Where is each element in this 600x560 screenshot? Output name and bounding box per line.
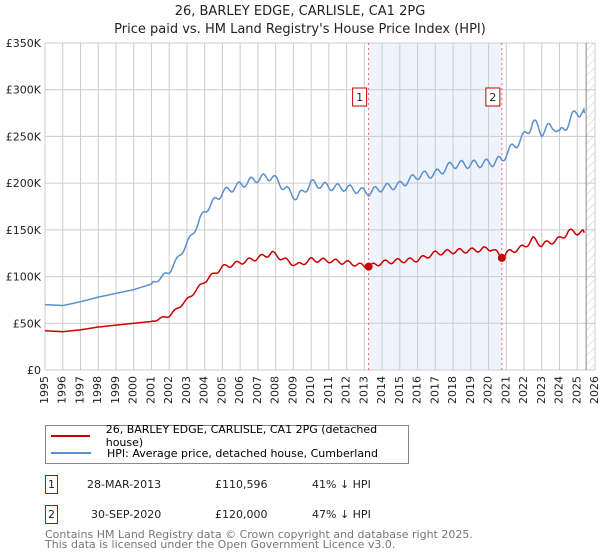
x-tick-label: 2026 xyxy=(588,376,600,404)
annotation-label: 2 xyxy=(489,91,496,104)
forecast-hatch xyxy=(586,43,595,370)
series-line xyxy=(45,228,586,333)
x-tick-label: 2006 xyxy=(233,376,246,404)
footer: Contains HM Land Registry data © Crown c… xyxy=(45,528,473,551)
annotation-label: 1 xyxy=(356,91,363,104)
transaction-row: 1 28-MAR-2013 £110,596 41% ↓ HPI xyxy=(45,475,445,495)
y-tick-label: £200K xyxy=(6,177,42,190)
chart-subtitle: Price paid vs. HM Land Registry's House … xyxy=(114,22,486,37)
transaction-hpi: 47% ↓ HPI xyxy=(312,508,371,521)
x-tick-label: 2000 xyxy=(127,376,140,404)
transaction-price: £120,000 xyxy=(215,508,268,521)
x-tick-label: 2017 xyxy=(428,376,441,404)
x-tick-label: 1998 xyxy=(91,376,104,404)
transaction-hpi: 41% ↓ HPI xyxy=(312,478,371,491)
legend-label: HPI: Average price, detached house, Cumb… xyxy=(107,446,379,460)
sale-point xyxy=(364,262,373,271)
x-tick-label: 2019 xyxy=(464,376,477,404)
x-tick-label: 2012 xyxy=(340,376,353,404)
x-tick-label: 2013 xyxy=(357,376,370,404)
x-tick-label: 2005 xyxy=(215,376,228,404)
x-tick-label: 2015 xyxy=(393,376,406,404)
x-tick-label: 2011 xyxy=(322,376,335,404)
legend-item-property: 26, BARLEY EDGE, CARLISLE, CA1 2PG (deta… xyxy=(46,423,408,449)
x-tick-label: 1996 xyxy=(56,376,69,404)
x-tick-label: 2014 xyxy=(375,376,388,404)
transaction-date: 28-MAR-2013 xyxy=(87,478,162,491)
x-tick-label: 2010 xyxy=(304,376,317,404)
x-tick-label: 2007 xyxy=(251,376,264,404)
annotation-badge xyxy=(485,87,501,107)
x-tick-label: 1999 xyxy=(109,376,122,404)
x-tick-label: 2001 xyxy=(144,376,157,404)
y-tick-label: £150K xyxy=(6,224,42,237)
annotation-badge xyxy=(352,87,368,107)
legend: 26, BARLEY EDGE, CARLISLE, CA1 2PG (deta… xyxy=(45,423,409,464)
transaction-row: 2 30-SEP-2020 £120,000 47% ↓ HPI xyxy=(45,505,445,525)
x-tick-label: 2021 xyxy=(499,376,512,404)
transaction-badge: 1 xyxy=(45,475,58,494)
legend-item-hpi: HPI: Average price, detached house, Cumb… xyxy=(46,445,378,461)
x-tick-label: 1995 xyxy=(38,376,51,404)
x-tick-label: 1997 xyxy=(73,376,86,404)
x-tick-label: 2009 xyxy=(286,376,299,404)
y-tick-label: £100K xyxy=(6,271,42,284)
y-tick-label: £50K xyxy=(13,317,42,330)
series-line xyxy=(44,106,586,307)
y-tick-label: £250K xyxy=(6,130,42,143)
x-tick-label: 2016 xyxy=(411,376,424,404)
x-tick-label: 2023 xyxy=(535,376,548,404)
x-tick-label: 2003 xyxy=(180,376,193,404)
transaction-date: 30-SEP-2020 xyxy=(91,508,162,521)
y-tick-label: £350K xyxy=(6,37,42,50)
x-tick-label: 2008 xyxy=(269,376,282,404)
footer-line: This data is licensed under the Open Gov… xyxy=(45,538,396,551)
x-tick-label: 2025 xyxy=(570,376,583,404)
x-tick-label: 2018 xyxy=(446,376,459,404)
y-tick-label: £0 xyxy=(27,364,41,377)
y-tick-label: £300K xyxy=(6,84,42,97)
transaction-price: £110,596 xyxy=(215,478,268,491)
x-tick-label: 2022 xyxy=(517,376,530,404)
line-chart: 1995 1996 1997 1998 1999 2000 2001 2002 2003 2004… xyxy=(6,37,600,404)
transaction-badge: 2 xyxy=(45,505,58,524)
footer-line: Contains HM Land Registry data © Crown c… xyxy=(45,528,473,541)
sale-point xyxy=(497,253,506,262)
x-tick-label: 2020 xyxy=(482,376,495,404)
x-tick-label: 2004 xyxy=(198,376,211,404)
x-tick-label: 2002 xyxy=(162,376,175,404)
legend-label: 26, BARLEY EDGE, CARLISLE, CA1 2PG (deta… xyxy=(105,423,378,449)
chart-title: 26, BARLEY EDGE, CARLISLE, CA1 2PG xyxy=(174,4,426,19)
x-tick-label: 2024 xyxy=(553,376,566,404)
